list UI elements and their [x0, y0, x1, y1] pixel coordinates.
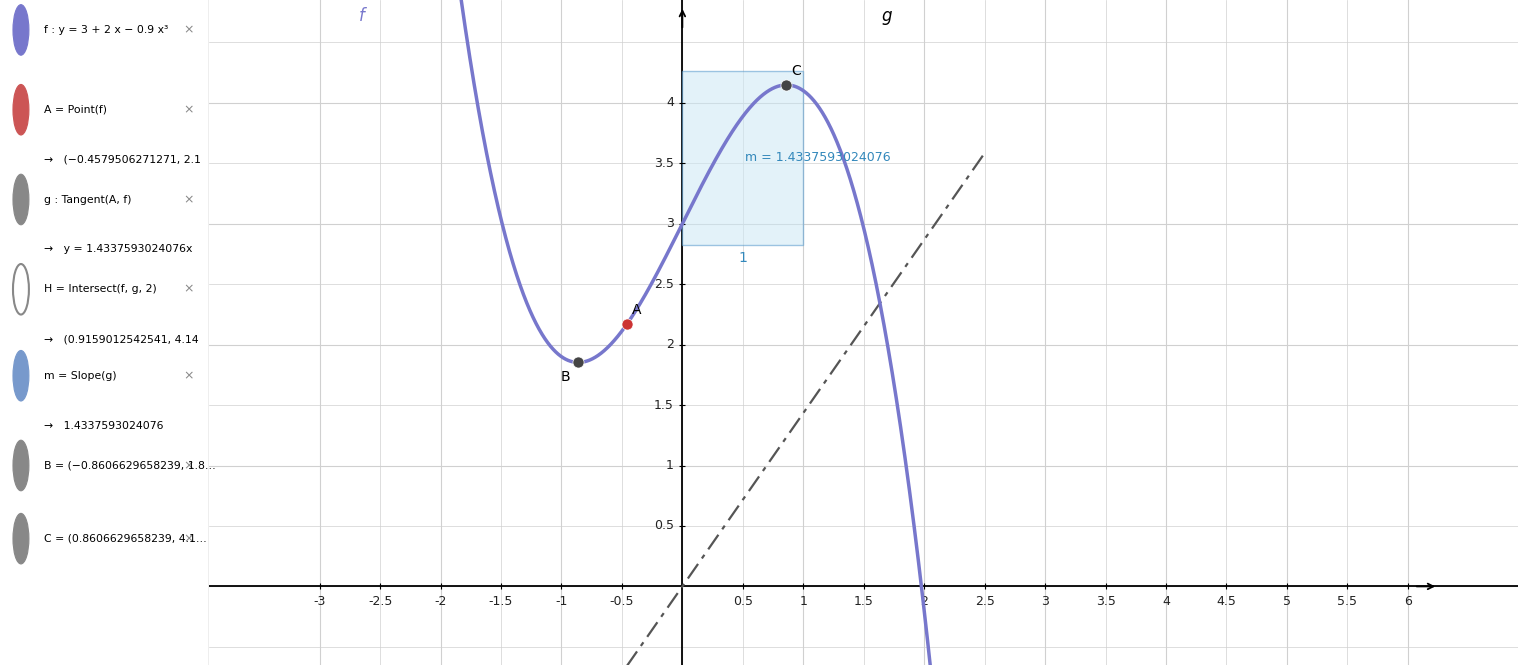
Text: -3: -3 [313, 595, 326, 608]
Text: 4.5: 4.5 [1216, 595, 1236, 608]
Text: 0.5: 0.5 [654, 519, 674, 533]
Text: A: A [631, 303, 641, 317]
Circle shape [14, 513, 29, 564]
Text: →   y = 1.4337593024076x: → y = 1.4337593024076x [44, 244, 193, 255]
Text: 6: 6 [1404, 595, 1412, 608]
Circle shape [14, 350, 29, 401]
Text: 1: 1 [666, 459, 674, 472]
Text: 2: 2 [666, 338, 674, 351]
Text: -0.5: -0.5 [610, 595, 635, 608]
Text: →   1.4337593024076: → 1.4337593024076 [44, 420, 164, 431]
Text: 1: 1 [800, 595, 808, 608]
Text: g: g [882, 7, 893, 25]
Text: m = Slope(g): m = Slope(g) [44, 370, 117, 381]
Circle shape [14, 5, 29, 55]
Text: 2: 2 [920, 595, 927, 608]
Text: -2.5: -2.5 [367, 595, 392, 608]
Text: →   (0.9159012542541, 4.14: → (0.9159012542541, 4.14 [44, 334, 199, 344]
Text: H = Intersect(f, g, 2): H = Intersect(f, g, 2) [44, 284, 156, 295]
Text: 3: 3 [666, 217, 674, 230]
Text: ×: × [184, 23, 194, 37]
Text: 0.5: 0.5 [733, 595, 753, 608]
Text: B: B [560, 370, 569, 384]
Text: A = Point(f): A = Point(f) [44, 104, 106, 115]
Text: m = 1.4337593024076: m = 1.4337593024076 [745, 152, 891, 164]
Text: B = (−0.8606629658239, 1.8…: B = (−0.8606629658239, 1.8… [44, 460, 216, 471]
Circle shape [14, 84, 29, 135]
Text: f: f [360, 7, 364, 25]
Text: C: C [791, 64, 802, 78]
Text: 4: 4 [666, 96, 674, 109]
Text: 2.5: 2.5 [975, 595, 994, 608]
Text: 1.5: 1.5 [654, 398, 674, 412]
Text: ×: × [184, 459, 194, 472]
Text: ×: × [184, 369, 194, 382]
Text: 5.5: 5.5 [1337, 595, 1357, 608]
Text: 2.5: 2.5 [654, 277, 674, 291]
Text: C = (0.8606629658239, 4.1…: C = (0.8606629658239, 4.1… [44, 533, 206, 544]
Circle shape [14, 440, 29, 491]
Text: 4: 4 [1163, 595, 1170, 608]
Text: 3.5: 3.5 [1096, 595, 1116, 608]
Text: ×: × [184, 103, 194, 116]
Text: -1: -1 [556, 595, 568, 608]
Text: -2: -2 [434, 595, 446, 608]
Text: ×: × [184, 532, 194, 545]
Text: 3.5: 3.5 [654, 157, 674, 170]
Text: f : y = 3 + 2 x − 0.9 x³: f : y = 3 + 2 x − 0.9 x³ [44, 25, 168, 35]
Text: 1: 1 [738, 251, 747, 265]
Text: 3: 3 [1041, 595, 1049, 608]
Text: →   (−0.4579506271271, 2.1: → (−0.4579506271271, 2.1 [44, 154, 200, 165]
Text: 1.5: 1.5 [853, 595, 874, 608]
Text: ×: × [184, 193, 194, 206]
Circle shape [14, 174, 29, 225]
Text: -1.5: -1.5 [489, 595, 513, 608]
Text: g : Tangent(A, f): g : Tangent(A, f) [44, 194, 132, 205]
Text: 5: 5 [1283, 595, 1290, 608]
Bar [683, 71, 803, 245]
Text: ×: × [184, 283, 194, 296]
